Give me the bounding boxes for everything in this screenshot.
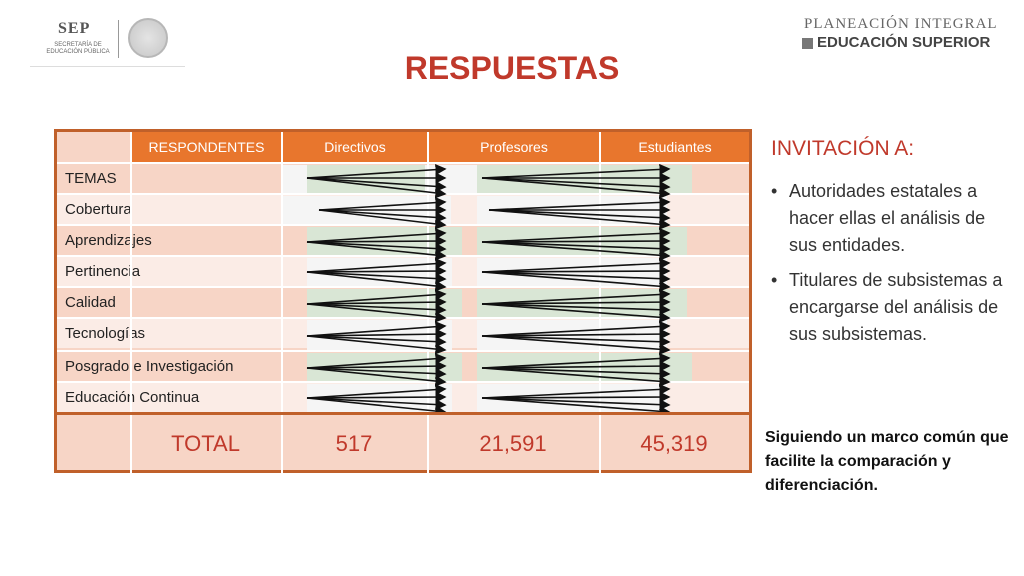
- column-divider: [599, 415, 601, 473]
- bullet-icon: •: [771, 270, 778, 290]
- total-directivos: 517: [335, 431, 373, 456]
- column-divider: [427, 162, 429, 414]
- arrows-overlay: [306, 163, 671, 414]
- header-blank-cell: [57, 132, 130, 162]
- logo-underline: [30, 66, 185, 67]
- column-divider: [427, 415, 429, 473]
- total-label: TOTAL: [171, 431, 240, 456]
- total-row: TOTAL 517 21,591 45,319: [57, 412, 749, 473]
- sep-acronym: SEP: [58, 20, 91, 37]
- row-label-tecnologias: Tecnologías: [65, 325, 146, 342]
- sep-logo: SEP SECRETARÍA DE EDUCACIÓN PÚBLICA: [30, 14, 185, 70]
- column-divider: [599, 162, 601, 414]
- sep-subtitle: SECRETARÍA DE EDUCACIÓN PÚBLICA: [46, 42, 110, 55]
- logo-divider: [118, 20, 119, 58]
- column-header-directivos: Directivos: [281, 132, 427, 162]
- column-divider: [130, 415, 132, 473]
- total-profesores: 21,591: [479, 431, 547, 456]
- row-label-temas: TEMAS: [65, 170, 117, 187]
- responses-table: RESPONDENTES Directivos Profesores Estud…: [54, 129, 752, 473]
- row-label-educacion-continua: Educación Continua: [65, 389, 200, 406]
- column-header-respondentes: RESPONDENTES: [130, 132, 281, 162]
- column-divider: [281, 415, 283, 473]
- bullet-icon: •: [771, 181, 778, 201]
- planeacion-logo-top: PLANEACIÓN INTEGRAL: [804, 16, 998, 32]
- row-label-pertinencia: Pertinencia: [65, 263, 141, 280]
- logo-square-icon: [802, 38, 813, 49]
- invitation-title: INVITACIÓN A:: [771, 137, 915, 160]
- invitation-item-text: Autoridades estatales a hacer ellas el a…: [789, 181, 986, 255]
- invitation-item-text: Titulares de subsistemas a encargarse de…: [789, 270, 1003, 344]
- list-item: • Titulares de subsistemas a encargarse d…: [771, 267, 1016, 348]
- column-header-profesores: Profesores: [427, 132, 599, 162]
- column-header-estudiantes: Estudiantes: [599, 132, 749, 162]
- invitation-list: • Autoridades estatales a hacer ellas el …: [771, 178, 1016, 356]
- row-label-posgrado: Posgrado e Investigación: [65, 358, 234, 375]
- column-divider: [130, 162, 132, 414]
- row-label-calidad: Calidad: [65, 294, 116, 311]
- column-divider: [281, 162, 283, 414]
- national-seal-icon: [128, 18, 168, 58]
- planeacion-logo: PLANEACIÓN INTEGRAL EDUCACIÓN SUPERIOR: [800, 16, 1010, 56]
- footer-note: Siguiendo un marco común que facilite la…: [765, 429, 1009, 494]
- planeacion-logo-bottom: EDUCACIÓN SUPERIOR: [817, 34, 991, 51]
- total-estudiantes: 45,319: [640, 431, 708, 456]
- page-title: RESPUESTAS: [404, 50, 620, 86]
- list-item: • Autoridades estatales a hacer ellas el …: [771, 178, 1016, 259]
- row-label-cobertura: Cobertura: [65, 201, 132, 218]
